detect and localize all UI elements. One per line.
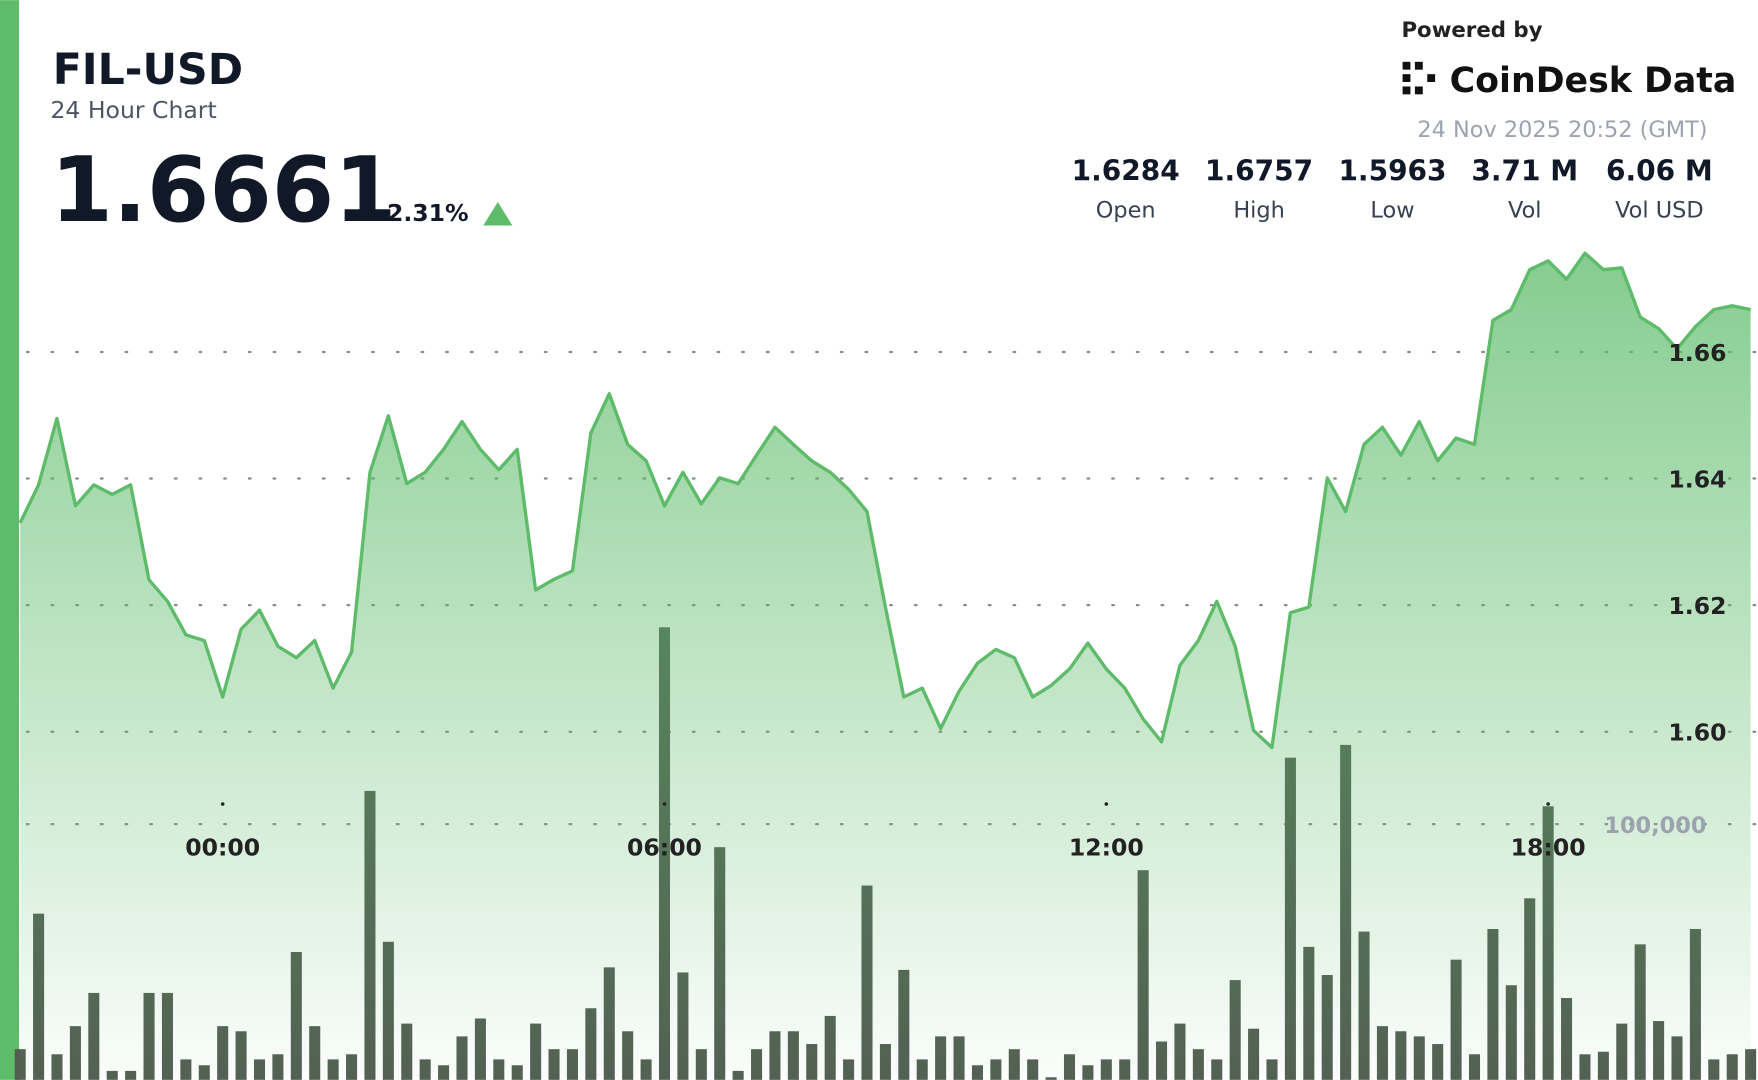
change: 2.31%: [387, 199, 469, 227]
accent-bar: [0, 0, 20, 1080]
subtitle: 24 Hour Chart: [50, 96, 216, 124]
timestamp: 24 Nov 2025 20:52 (GMT): [1417, 117, 1707, 143]
x-tick-mark: [662, 802, 667, 806]
stat-value: 6.06 M: [1606, 155, 1713, 188]
stat-label: Vol: [1508, 198, 1542, 224]
y-tick-label: 1.62: [1668, 592, 1726, 620]
x-tick-mark: [1546, 802, 1550, 806]
volume-bar: [1745, 1049, 1757, 1080]
stat-label: Open: [1096, 198, 1156, 224]
y-tick-label: 1.64: [1668, 466, 1726, 494]
brand: CoinDesk Data: [1450, 61, 1737, 101]
y-tick-label: 1.66: [1668, 339, 1726, 367]
stat-label: Vol USD: [1615, 198, 1704, 224]
symbol: FIL-USD: [53, 45, 243, 95]
stat-value: 3.71 M: [1471, 155, 1578, 188]
y2-tick-label: 100,000: [1604, 813, 1706, 839]
price-area: [20, 253, 1751, 1080]
brand-logo: [1402, 61, 1436, 95]
x-tick-mark: [220, 802, 225, 806]
area-fill: [20, 253, 1751, 1080]
x-tick-label: 06:00: [627, 834, 702, 862]
x-tick-mark: [1104, 802, 1109, 806]
powered-by: Powered by: [1401, 18, 1542, 43]
stat-label: High: [1233, 198, 1285, 224]
stat-value: 1.6284: [1072, 155, 1180, 188]
labels: 1.60 1.62 1.64 1.66 100,000 00:00 06:00 12:00 18…: [18, 251, 1751, 862]
y-tick-label: 1.60: [1668, 719, 1726, 747]
up-arrow: [483, 201, 513, 226]
plot-area: 1.60 1.62 1.64 1.66 100,000 00:00 06:00 12:00 18…: [14, 251, 1758, 1080]
stat-label: Low: [1370, 198, 1414, 224]
price-line: [18, 251, 1751, 750]
x-tick-label: 18:00: [1511, 834, 1586, 862]
stat-value: 1.6757: [1205, 155, 1313, 188]
x-tick-label: 00:00: [185, 834, 260, 862]
stats: 1.6284 Open 1.6757 High 1.5963 Low 3.71 M Vol 6.…: [1072, 155, 1713, 224]
x-tick-label: 12:00: [1069, 834, 1144, 862]
price: 1.6661: [50, 139, 396, 243]
stat-value: 1.5963: [1338, 155, 1446, 188]
